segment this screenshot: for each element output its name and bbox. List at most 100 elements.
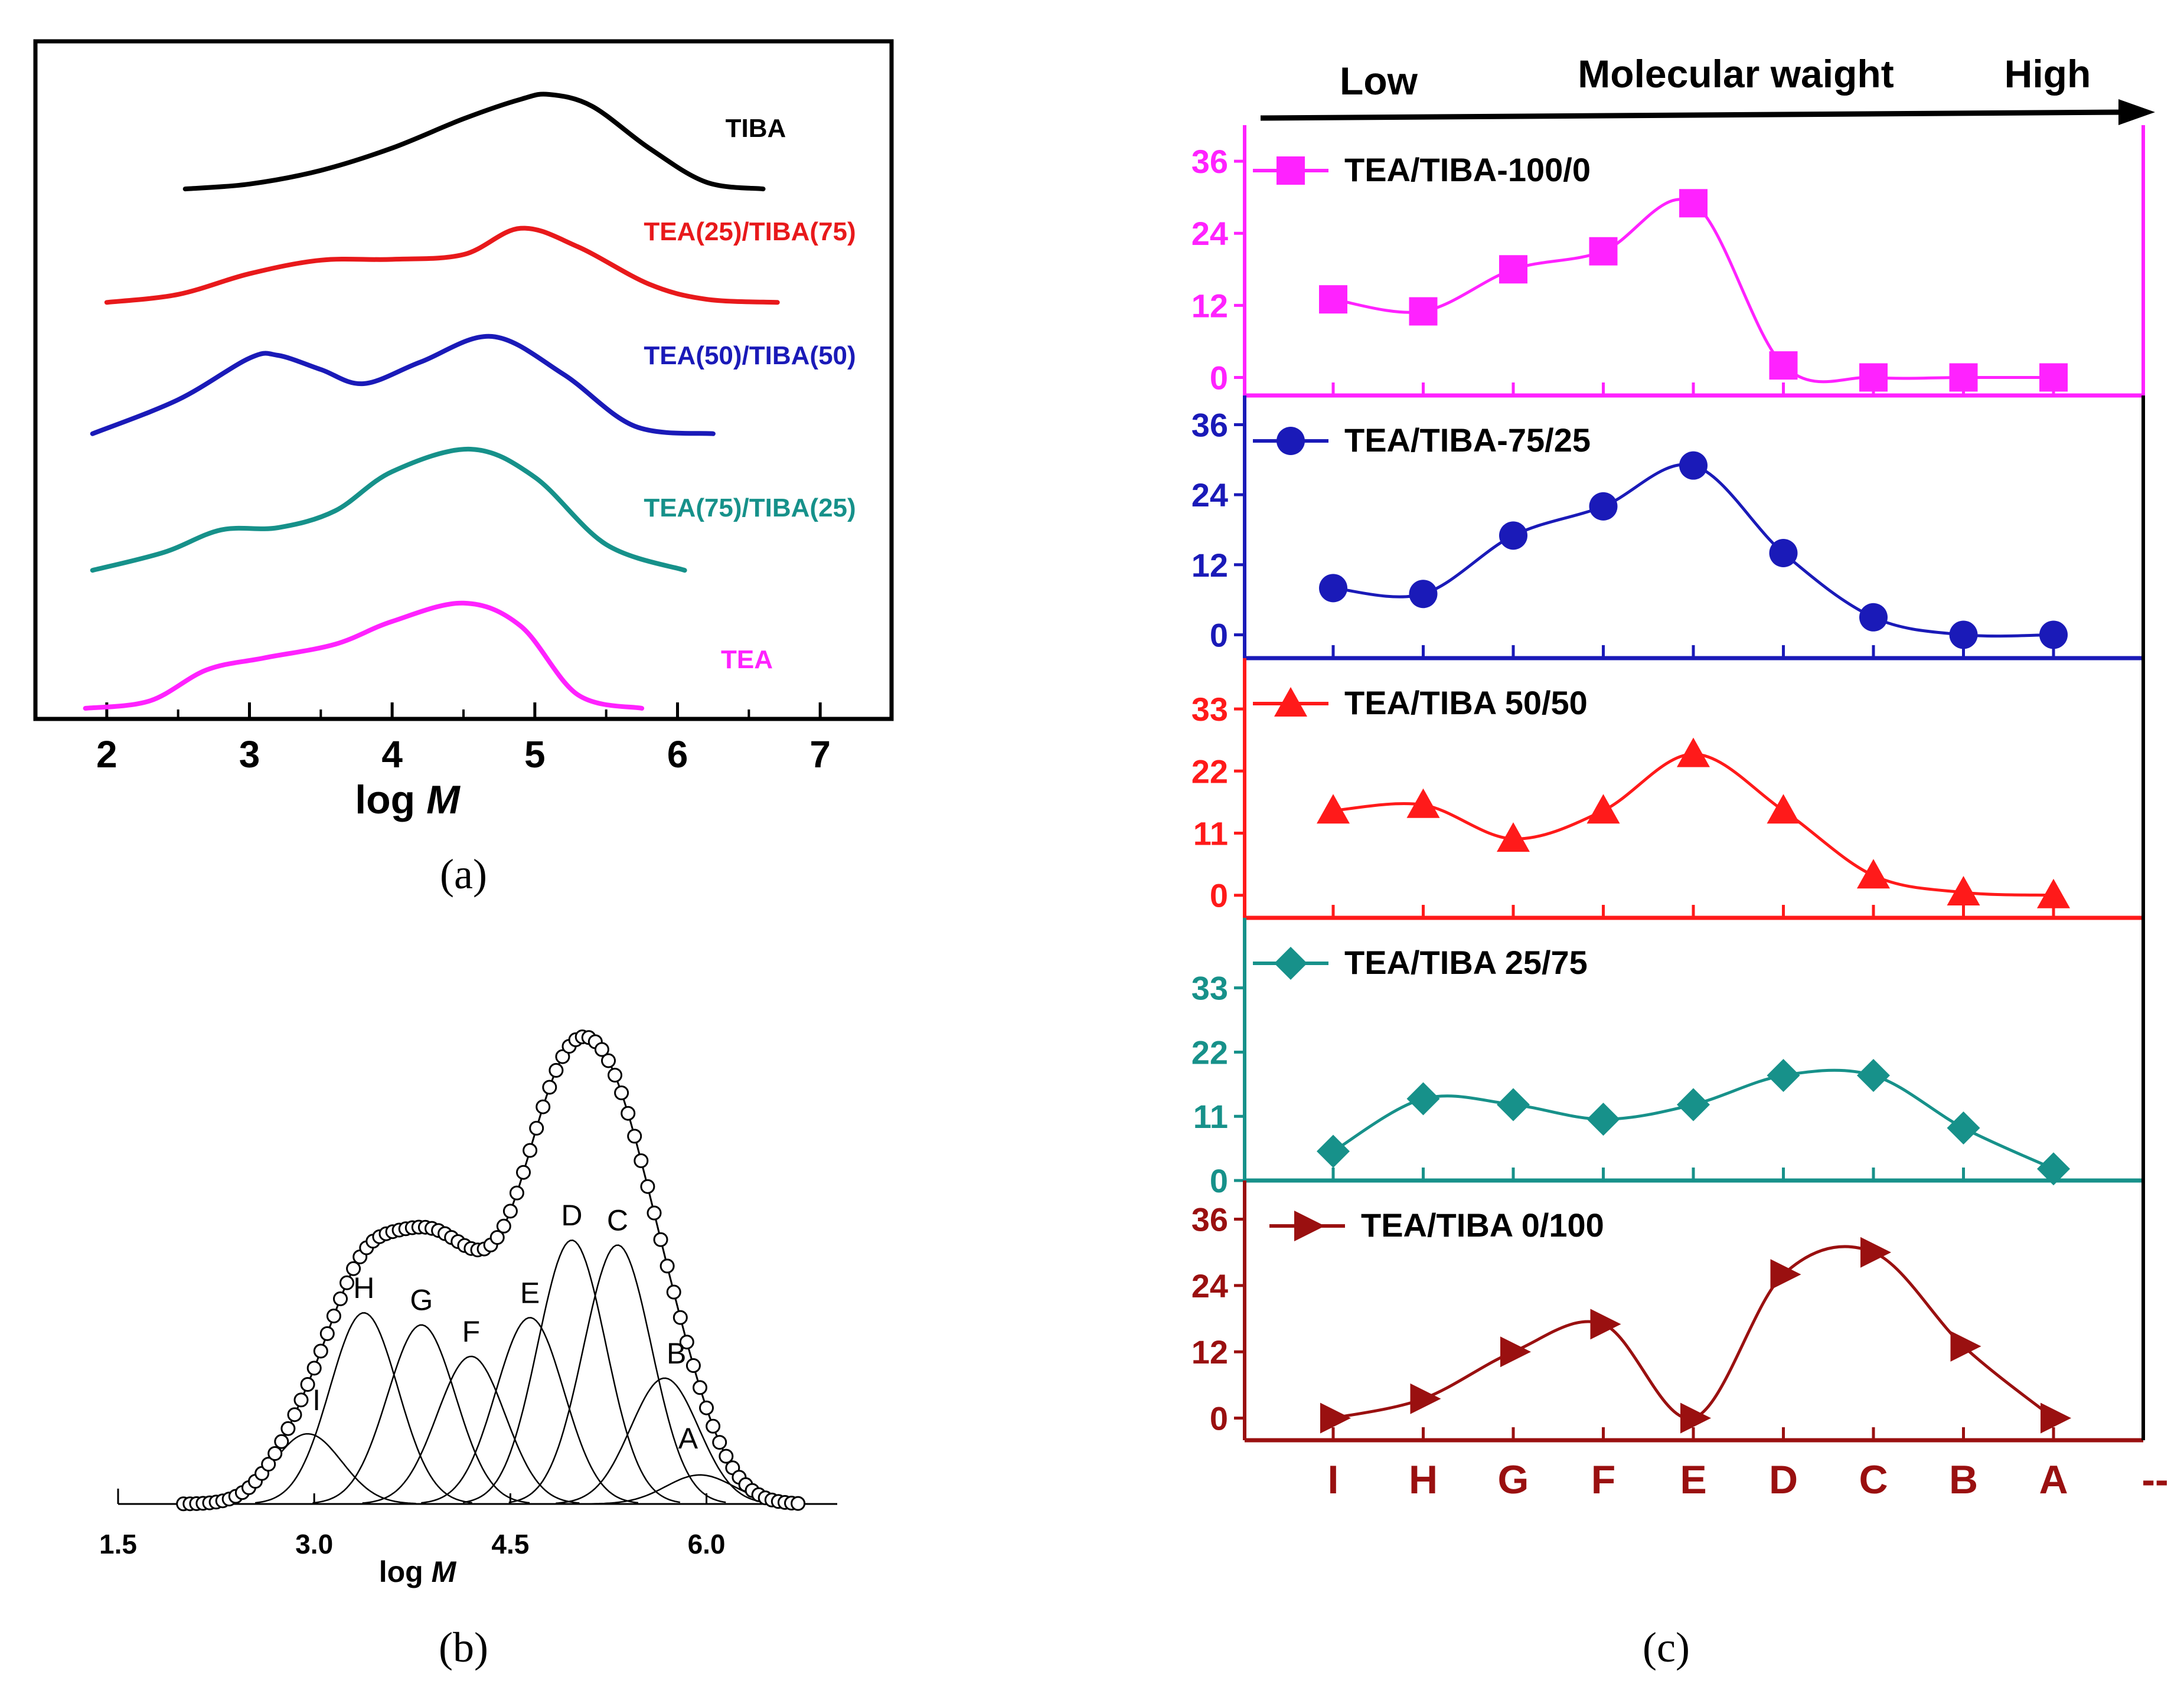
- panel-c-ytick-label-tea-tiba-25-75: 11: [1193, 1098, 1228, 1135]
- panel-c-marker-tea-tiba-25-75-i: [1317, 1134, 1350, 1168]
- panel-b-component-label-c: C: [607, 1204, 628, 1237]
- panel-b-envelope-point: [679, 1335, 694, 1350]
- panel-c-ytick-label-tea-tiba-25-75: 33: [1191, 970, 1228, 1007]
- panel-b-envelope-point: [267, 1446, 283, 1461]
- panel-c-ytick-label-tea-tiba-100-0: 12: [1191, 287, 1228, 324]
- panel-c-marker-tea-tiba-50-50-h: [1406, 788, 1440, 818]
- panel-b-envelope-point: [536, 1099, 551, 1114]
- panel-c-subplot-tea-tiba-100-0: 0 12 24 36 TEA/TIBA-100/0: [1191, 125, 2145, 398]
- panel-b-envelope-point: [627, 1129, 642, 1144]
- panel-b: 1.5 3.0 4.5 6.0 I H GF E D C B A log M (b): [99, 1029, 837, 1671]
- panel-c-subplots: 0 12 24 36 TEA/TIBA-100/0 0 12 24 36 TEA/TIBA-75/…: [1191, 125, 2145, 1443]
- panel-b-component-label-a: A: [678, 1422, 698, 1455]
- panel-b-envelope-point: [313, 1343, 328, 1359]
- panel-c-marker-tea-tiba-75-25-f: [1589, 492, 1618, 521]
- panel-c-subplot-tea-tiba-0-100: 0 12 24 36 TEA/TIBA 0/100: [1191, 1181, 2145, 1443]
- panel-c-subplot-tea-tiba-25-75: 0 11 22 33 TEA/TIBA 25/75: [1191, 918, 2145, 1199]
- panel-c-marker-tea-tiba-50-50-a: [2037, 878, 2070, 908]
- panel-c-category-h: H: [1409, 1457, 1438, 1502]
- panel-c-curve-tea-tiba-75-25: [1333, 463, 2054, 638]
- panel-b-envelope-point: [509, 1185, 524, 1201]
- panel-b-component-label-e: E: [520, 1276, 540, 1309]
- panel-b-xlabel: log M: [379, 1555, 457, 1588]
- panel-b-component-g: [312, 1324, 530, 1504]
- panel-b-envelope-point: [594, 1042, 609, 1057]
- panel-b-component-curves: [198, 1240, 808, 1505]
- panel-c-legend-marker-tea-tiba-25-75: [1274, 947, 1307, 980]
- panel-c-ytick-label-tea-tiba-25-75: 0: [1210, 1162, 1228, 1199]
- panel-c-legend-label-tea-tiba-100-0: TEA/TIBA-100/0: [1344, 151, 1591, 188]
- panel-c-marker-tea-tiba-50-50-b: [1947, 875, 1980, 905]
- panel-a-xtick-label-2: 2: [96, 733, 117, 776]
- panel-b-envelope-point: [660, 1258, 675, 1274]
- panel-c-category-c: C: [1859, 1457, 1888, 1502]
- panel-c-marker-tea-tiba-50-50-f: [1586, 794, 1620, 824]
- panel-c-marker-tea-tiba-25-75-b: [1947, 1111, 1980, 1145]
- panel-c-marker-tea-tiba-25-75-c: [1857, 1059, 1890, 1092]
- panel-a-label: (a): [440, 851, 487, 898]
- panel-c-category-: --: [2141, 1457, 2168, 1502]
- panel-c-ytick-label-tea-tiba-50-50: 11: [1193, 815, 1228, 852]
- panel-b-xtick-label-4-5: 4.5: [491, 1529, 529, 1559]
- panel-b-envelope-point: [614, 1085, 629, 1100]
- panel-b-envelope-point: [672, 1310, 688, 1325]
- panel-a-series-label-tea: TEA: [721, 645, 773, 674]
- panel-c-category-a: A: [2039, 1457, 2068, 1502]
- panel-c-ytick-label-tea-tiba-100-0: 0: [1210, 359, 1228, 396]
- panel-c-marker-tea-tiba-25-75-e: [1677, 1088, 1710, 1121]
- panel-c-ytick-label-tea-tiba-0-100: 24: [1191, 1267, 1228, 1304]
- panel-c-category-d: D: [1769, 1457, 1798, 1502]
- panel-b-envelope-point: [346, 1261, 361, 1276]
- panel-c-ytick-label-tea-tiba-75-25: 12: [1191, 547, 1228, 584]
- panel-b-envelope-point: [529, 1120, 544, 1136]
- panel-a-series-label-tiba: TIBA: [726, 114, 786, 143]
- panel-c-marker-tea-tiba-100-0-g: [1499, 255, 1527, 284]
- panel-c-ytick-label-tea-tiba-100-0: 24: [1191, 215, 1228, 252]
- panel-a-xlabel-var: M: [426, 777, 461, 822]
- panel-b-envelope-point: [287, 1407, 302, 1423]
- panel-b-envelope-point: [706, 1418, 721, 1434]
- panel-a-series-labels: TIBA TEA(25)/TIBA(75) TEA(50)/TIBA(50) TEA(…: [644, 114, 856, 674]
- panel-b-envelope-point: [496, 1218, 511, 1234]
- panel-c-category-b: B: [1949, 1457, 1978, 1502]
- panel-c-legend-marker-tea-tiba-0-100: [1294, 1211, 1325, 1241]
- panel-a-xtick-label-5: 5: [524, 733, 546, 776]
- panel-c-marker-tea-tiba-75-25-e: [1679, 451, 1708, 480]
- panel-c-category-e: E: [1680, 1457, 1706, 1502]
- panel-b-envelope-point: [339, 1275, 354, 1290]
- panel-c-subplot-tea-tiba-50-50: 0 11 22 33 TEA/TIBA 50/50: [1191, 658, 2145, 920]
- panel-b-xlabel-prefix: log: [379, 1555, 432, 1588]
- panel-b-envelope-point: [280, 1421, 296, 1436]
- panel-a-curve-tiba: [182, 91, 766, 192]
- panel-c-category-i: I: [1328, 1457, 1339, 1502]
- panel-b-xlabel-var: M: [432, 1555, 457, 1588]
- panel-c-marker-tea-tiba-50-50-e: [1677, 737, 1710, 767]
- panel-c-marker-tea-tiba-0-100-c: [1860, 1237, 1891, 1268]
- panel-b-envelope-point: [647, 1205, 662, 1221]
- panel-c-marker-tea-tiba-75-25-g: [1499, 521, 1527, 550]
- panel-a-xtick-label-4: 4: [381, 733, 403, 776]
- panel-b-envelope-point: [489, 1230, 505, 1245]
- panel-b-envelope-point: [300, 1377, 315, 1392]
- panel-b-component-label-d: D: [561, 1199, 582, 1232]
- panel-c-legend-label-tea-tiba-25-75: TEA/TIBA 25/75: [1344, 944, 1588, 981]
- panel-a-xlabel-prefix: log: [355, 777, 426, 822]
- panel-c-marker-tea-tiba-25-75-a: [2037, 1152, 2070, 1186]
- panel-c-mw-arrow-shaft: [1260, 109, 2126, 121]
- panel-c-ytick-label-tea-tiba-0-100: 36: [1191, 1201, 1228, 1238]
- panel-b-envelope-point: [319, 1326, 335, 1341]
- panel-c-marker-tea-tiba-75-25-d: [1769, 539, 1798, 567]
- panel-c-marker-tea-tiba-25-75-d: [1767, 1059, 1800, 1092]
- panel-b-envelope-point: [306, 1361, 322, 1376]
- panel-b-xtick-label-6-0: 6.0: [688, 1529, 726, 1559]
- panel-c-marker-tea-tiba-0-100-e: [1680, 1402, 1711, 1434]
- panel-c-legend-marker-tea-tiba-75-25: [1277, 427, 1305, 455]
- panel-c-curve-tea-tiba-50-50: [1333, 753, 2054, 897]
- panel-c-legend-label-tea-tiba-0-100: TEA/TIBA 0/100: [1361, 1206, 1604, 1244]
- panel-b-envelope-line: [183, 1035, 798, 1505]
- panel-c-legend-label-tea-tiba-50-50: TEA/TIBA 50/50: [1344, 684, 1588, 721]
- panel-a-curve-tea-25-tiba-75: [104, 225, 780, 305]
- panel-b-component-label-i: I: [312, 1384, 321, 1417]
- panel-c-ytick-label-tea-tiba-75-25: 36: [1191, 406, 1228, 443]
- panel-c-marker-tea-tiba-100-0-e: [1679, 189, 1708, 218]
